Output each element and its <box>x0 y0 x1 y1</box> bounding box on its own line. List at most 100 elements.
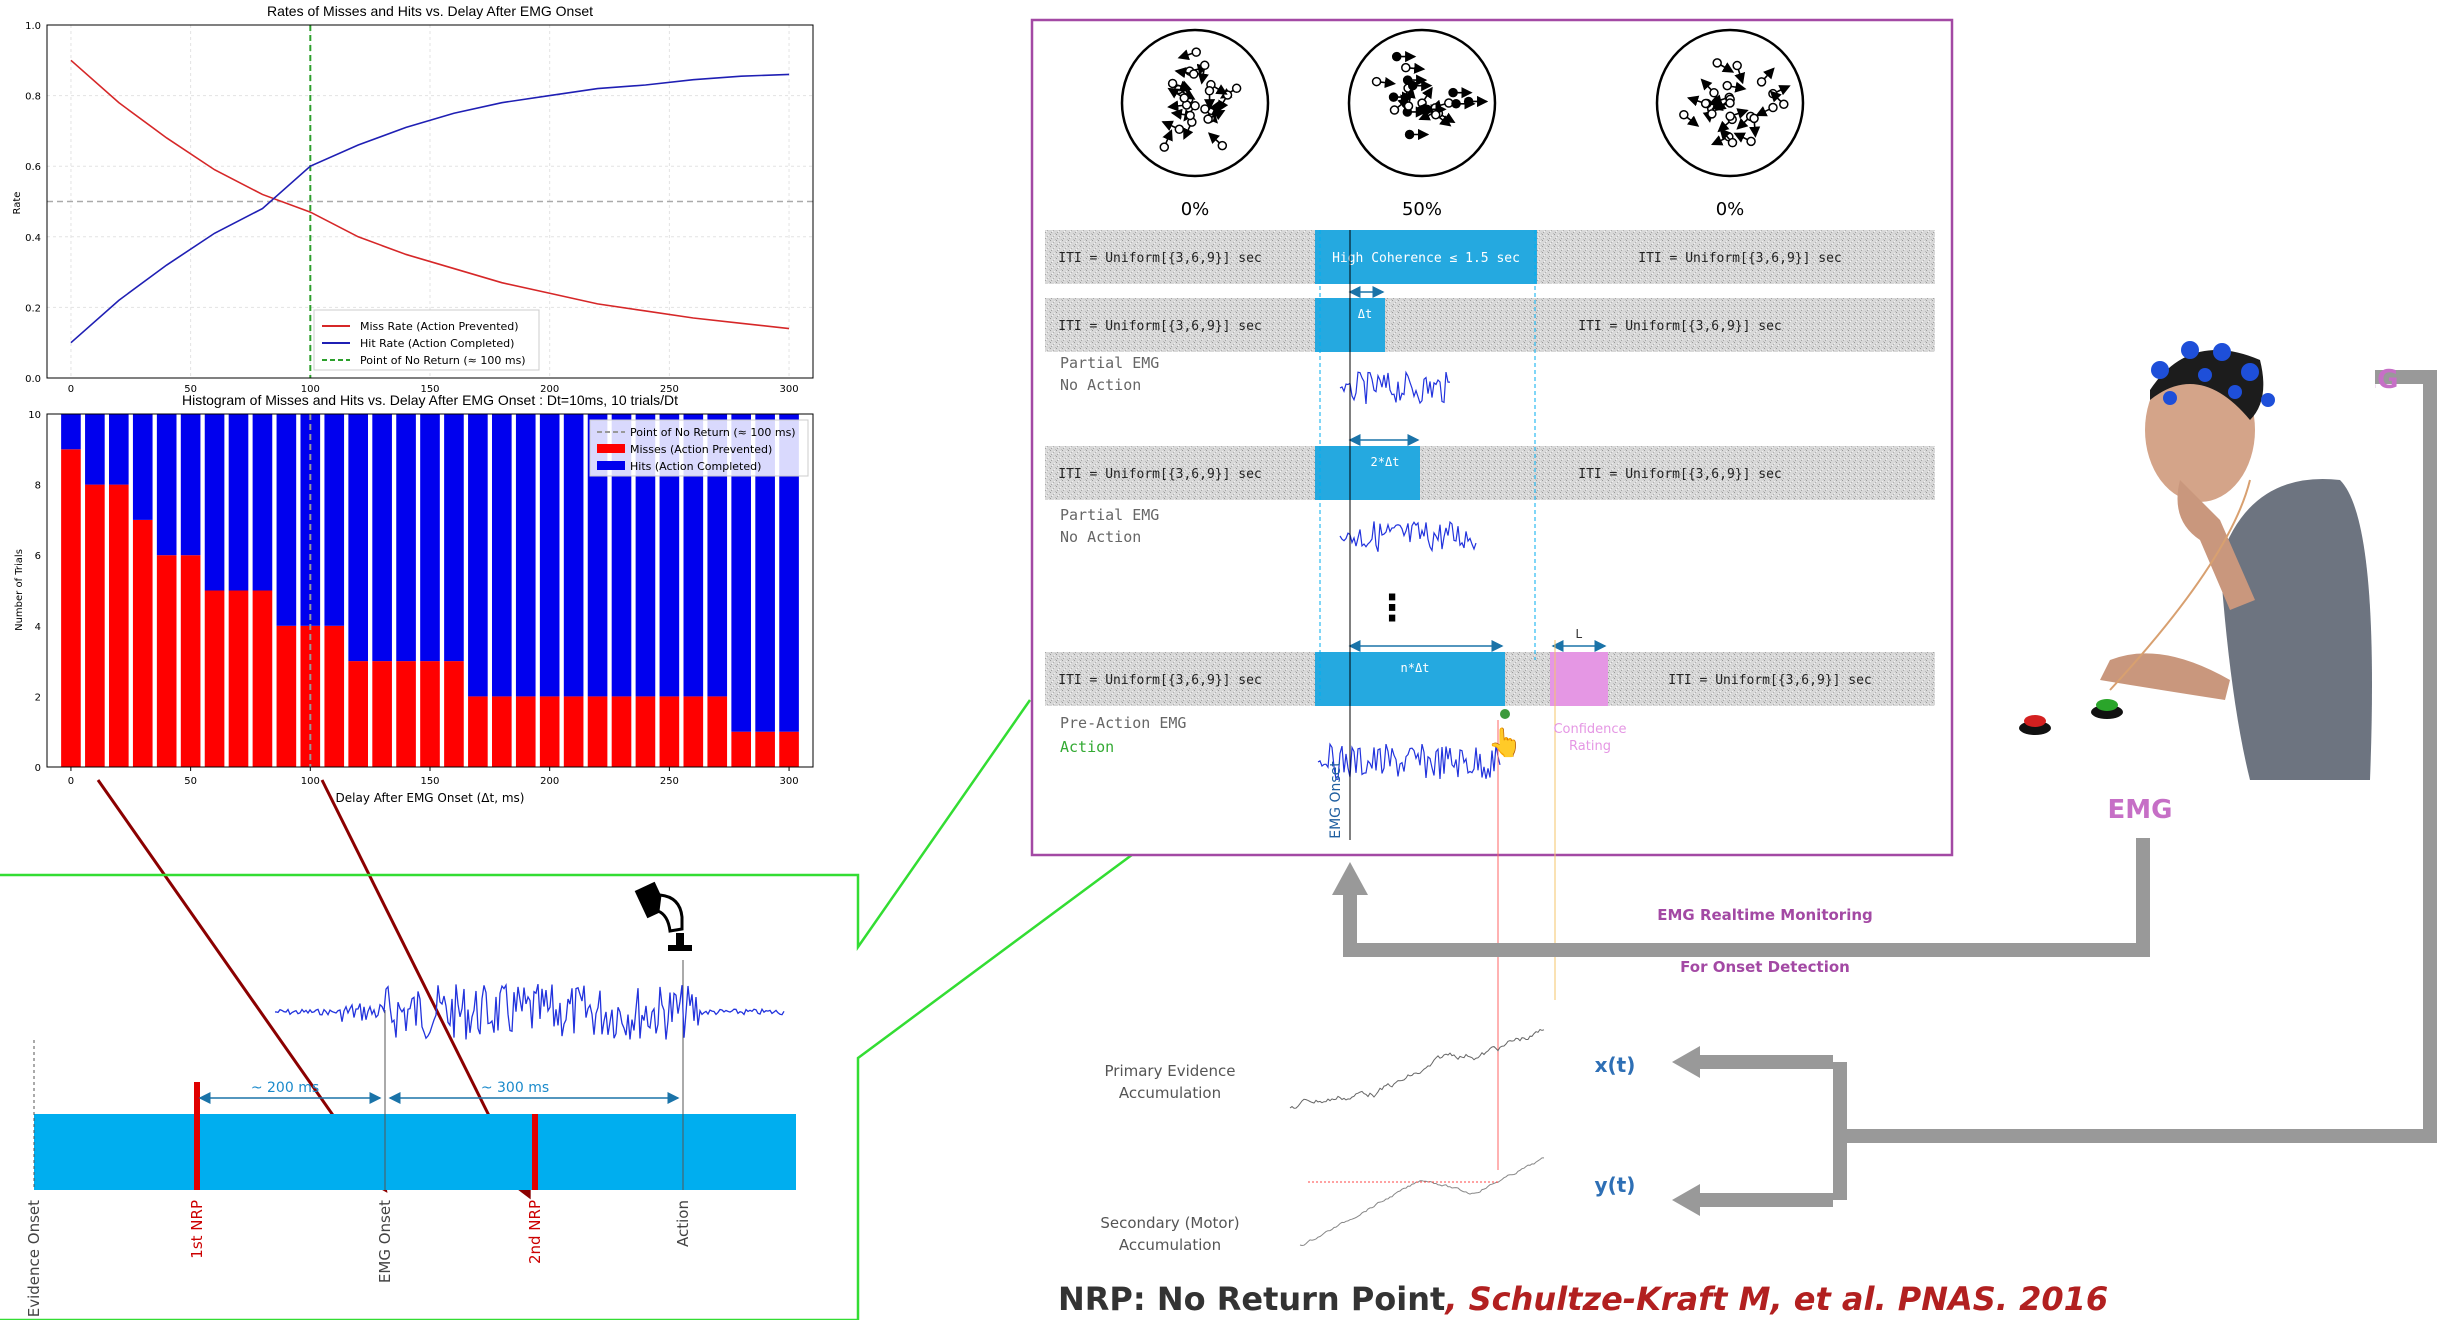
emg-label: EMG <box>2108 795 2173 825</box>
bar-misses <box>755 732 775 767</box>
legend-hit-rate: Hit Rate (Action Completed) <box>360 337 514 350</box>
iti-label: ITI = Uniform[{3,6,9}] sec <box>1058 467 1262 482</box>
bar-misses <box>731 732 751 767</box>
bar-misses <box>683 696 703 767</box>
bar-misses <box>444 661 464 767</box>
bar-misses <box>636 696 656 767</box>
confidence-block <box>1550 652 1608 706</box>
bar-hits <box>85 414 105 485</box>
bar-hits <box>229 414 249 591</box>
bar-hits <box>564 414 584 696</box>
delta-label-n: n*Δt <box>1401 661 1430 675</box>
secondary-label-1: Secondary (Motor) <box>1100 1214 1239 1232</box>
svg-text:EMG Onset: EMG Onset <box>1328 761 1344 839</box>
bar-chart-title: Histogram of Misses and Hits vs. Delay A… <box>182 392 678 408</box>
high-coherence-label: High Coherence ≤ 1.5 sec <box>1332 251 1520 266</box>
line-y-tick: 0.2 <box>25 303 41 314</box>
delta-label-1: Δt <box>1358 307 1372 321</box>
bar-misses <box>564 696 584 767</box>
bar-hits <box>157 414 177 555</box>
motion-dot <box>1409 82 1417 90</box>
iti-label: ITI = Uniform[{3,6,9}] sec <box>1578 319 1782 334</box>
bar-chart-ylabel: Number of Trials <box>14 549 25 631</box>
footer-citation: , Schultze-Kraft M, et al. PNAS. 2016 <box>1443 1280 2108 1318</box>
iti-label: ITI = Uniform[{3,6,9}] sec <box>1578 467 1782 482</box>
motion-dot <box>1192 48 1200 56</box>
y-t-label: y(t) <box>1595 1173 1636 1197</box>
line-chart-legend: Miss Rate (Action Prevented) Hit Rate (A… <box>314 310 539 370</box>
iti-label: ITI = Uniform[{3,6,9}] sec <box>1668 673 1872 688</box>
motion-dot <box>1452 100 1460 108</box>
bar-x-tick: 0 <box>68 776 74 787</box>
bar-hits <box>61 414 81 449</box>
line-y-tick: 1.0 <box>25 21 41 32</box>
motion-dot <box>1201 105 1209 113</box>
timeline-label-4: Action <box>674 1200 692 1247</box>
legend-miss-rate: Miss Rate (Action Prevented) <box>360 320 519 333</box>
line-chart-title: Rates of Misses and Hits vs. Delay After… <box>267 3 593 19</box>
bar-hits <box>277 414 297 626</box>
motion-dot <box>1465 97 1473 105</box>
secondary-label-2: Accumulation <box>1119 1236 1221 1254</box>
bar-hits <box>205 414 225 591</box>
zoom-connector-upper <box>0 700 1030 947</box>
motion-dot <box>1201 61 1209 69</box>
motion-dot <box>1758 78 1766 86</box>
interval-200ms: ~ 200 ms <box>251 1080 319 1096</box>
bar-misses <box>372 661 392 767</box>
bar-hits <box>324 414 344 626</box>
motion-dot <box>1708 110 1716 118</box>
timeline-emg-trace <box>275 984 784 1039</box>
timeline-label-0: Evidence Onset <box>25 1200 43 1317</box>
bar-misses <box>324 626 344 767</box>
bar-misses <box>492 696 512 767</box>
motion-dot <box>1204 115 1212 123</box>
timeline-label-2: EMG Onset <box>376 1200 394 1283</box>
bar-hits <box>396 414 416 661</box>
bar-x-tick: 300 <box>780 776 799 787</box>
participant-image <box>2019 338 2375 798</box>
line-chart-ylabel: Rate <box>12 192 23 215</box>
bar-y-tick: 6 <box>35 551 41 562</box>
motion-dot <box>1769 104 1777 112</box>
delta-label-2: 2*Δt <box>1371 455 1400 469</box>
legend-point-no-return: Point of No Return (≈ 100 ms) <box>360 354 526 367</box>
bar-misses <box>468 696 488 767</box>
bar-x-tick: 50 <box>184 776 197 787</box>
bar-legend-hits: Hits (Action Completed) <box>630 460 761 473</box>
row-label: Pre-Action EMG <box>1060 714 1186 732</box>
motion-dot <box>1218 142 1226 150</box>
bar-misses <box>61 449 81 767</box>
bar-hits <box>372 414 392 661</box>
bar-legend-point-no-return: Point of No Return (≈ 100 ms) <box>630 426 796 439</box>
motion-dot <box>1390 93 1398 101</box>
confidence-text-1: Confidence <box>1553 722 1626 737</box>
bar-misses <box>612 696 632 767</box>
bar-misses <box>229 591 249 768</box>
bar-x-tick: 100 <box>301 776 320 787</box>
bar-misses <box>133 520 153 767</box>
bar-hits <box>420 414 440 661</box>
bar-x-tick: 200 <box>540 776 559 787</box>
line-y-tick: 0.6 <box>25 162 41 173</box>
motion-dot <box>1726 112 1734 120</box>
confidence-text-2: Rating <box>1569 739 1611 754</box>
bar-chart-xlabel: Delay After EMG Onset (Δt, ms) <box>336 791 525 805</box>
motion-dot <box>1175 125 1183 133</box>
motion-dot <box>1780 100 1788 108</box>
bar-misses <box>181 555 201 767</box>
bar-hits <box>516 414 536 696</box>
x-t-label: x(t) <box>1595 1053 1636 1077</box>
line-y-tick: 0.8 <box>25 92 41 103</box>
bar-legend-misses: Misses (Action Prevented) <box>630 443 772 456</box>
rates-line-chart: Rates of Misses and Hits vs. Delay After… <box>12 3 813 395</box>
secondary-accumulation-trace <box>1300 1158 1544 1246</box>
motion-dot <box>1393 53 1401 61</box>
row-label-action: Action <box>1060 738 1114 756</box>
timeline-label-1: 1st NRP <box>188 1200 206 1259</box>
bar-hits <box>540 414 560 696</box>
footer: NRP: No Return Point, Schultze-Kraft M, … <box>1058 1280 2108 1318</box>
line-y-tick: 0.4 <box>25 233 41 244</box>
